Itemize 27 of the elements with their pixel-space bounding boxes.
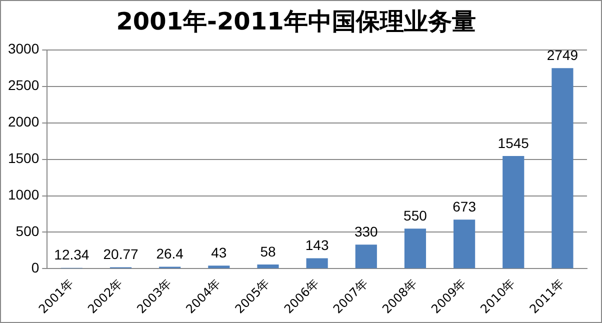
data-label: 330: [354, 224, 378, 240]
bar: [454, 220, 476, 268]
chart-title: 2001年-2011年中国保理业务量: [116, 8, 476, 36]
y-tick-label: 2000: [8, 114, 40, 130]
data-label: 550: [404, 207, 428, 224]
y-tick-label: 1500: [8, 150, 40, 166]
data-label: 20.77: [103, 246, 138, 262]
bar: [306, 258, 328, 268]
bar: [257, 264, 279, 268]
data-label: 2749: [546, 46, 578, 63]
y-tick-label: 1000: [8, 186, 40, 203]
data-label: 1545: [498, 134, 530, 151]
bar: [355, 244, 377, 268]
y-tick-label: 0: [31, 260, 40, 276]
data-label: 58: [260, 243, 276, 260]
y-tick-label: 3000: [8, 40, 40, 57]
y-tick-label: 2500: [8, 77, 40, 94]
bar: [404, 228, 426, 268]
data-label: 673: [452, 198, 476, 214]
data-label: 43: [211, 244, 227, 260]
bar: [208, 266, 230, 268]
data-label: 143: [305, 237, 329, 254]
data-label: 26.4: [156, 246, 184, 262]
y-tick-label: 500: [16, 223, 40, 240]
data-label: 12.34: [54, 246, 90, 263]
bar: [552, 68, 574, 268]
bar: [502, 156, 524, 268]
